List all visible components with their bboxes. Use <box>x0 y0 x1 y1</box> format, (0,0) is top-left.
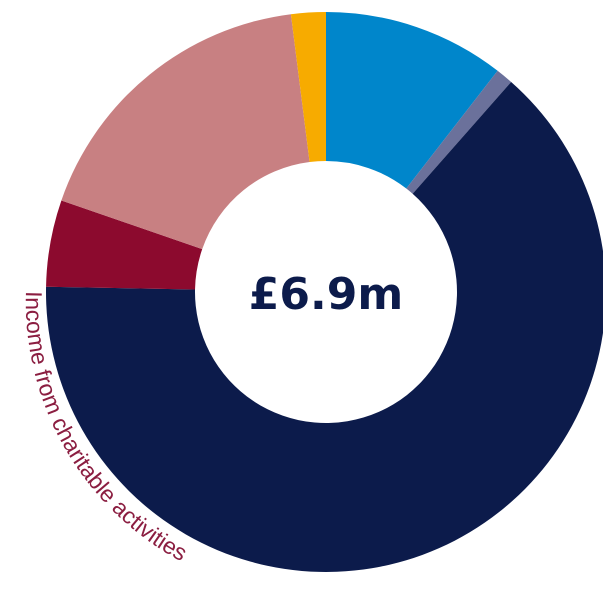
donut-slice-2 <box>406 70 512 194</box>
slice-group <box>46 12 603 572</box>
donut-slice-3 <box>46 81 603 572</box>
donut-slice-1 <box>326 12 498 189</box>
donut-slice-5 <box>61 14 310 250</box>
donut-slice-6 <box>290 12 326 163</box>
donut-slice-4 <box>46 200 203 290</box>
center-total-label: £6.9m <box>249 269 403 320</box>
